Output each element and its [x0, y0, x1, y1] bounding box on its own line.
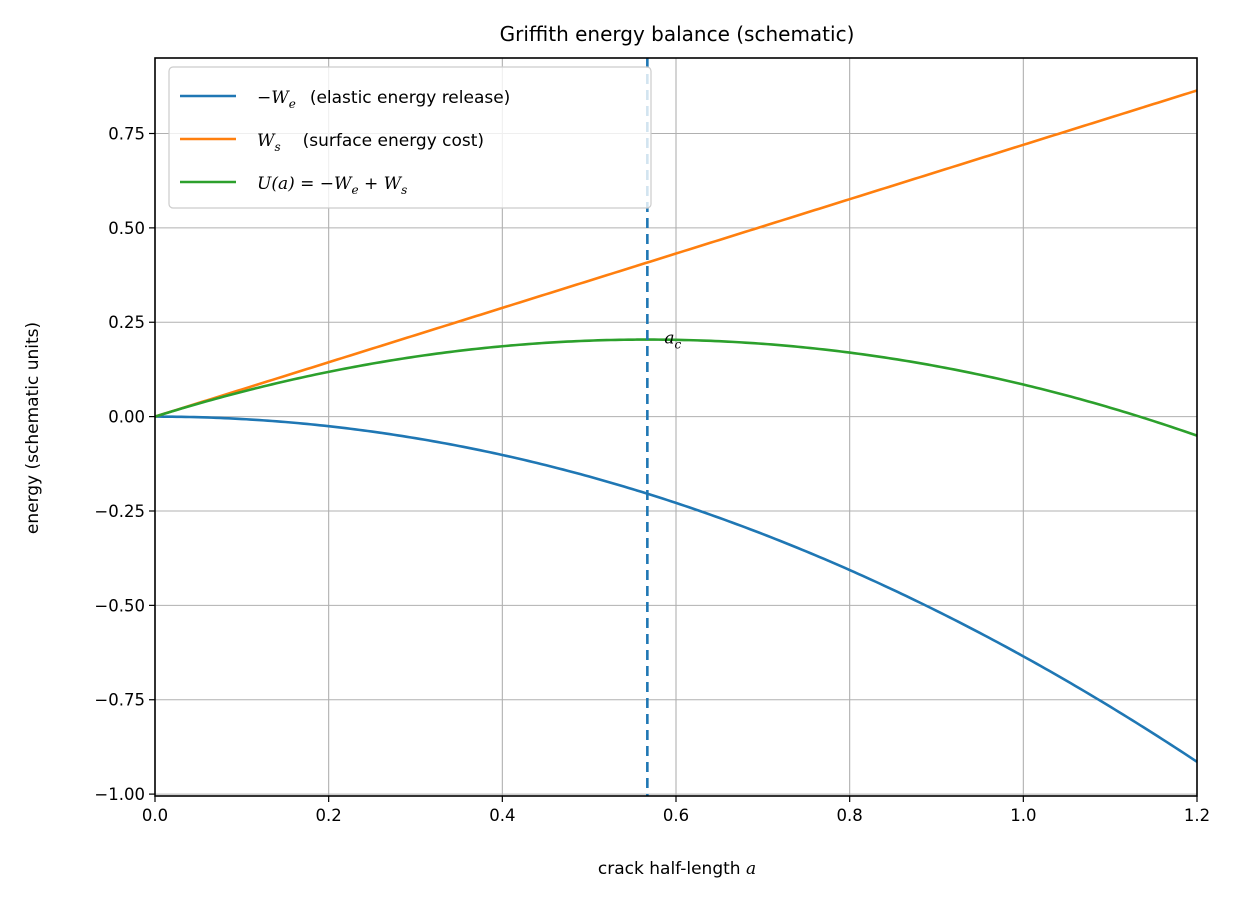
- y-tick-label: −0.75: [94, 691, 145, 710]
- series-line-1: [154, 89, 1198, 418]
- legend-text: (surface energy cost): [303, 131, 484, 151]
- x-axis-label: crack half-length a: [598, 859, 756, 879]
- legend-math: W: [257, 131, 276, 151]
- x-tick-label: 1.2: [1184, 806, 1210, 825]
- legend-entry: U(a) = −We + Ws: [257, 174, 407, 197]
- ticks: 0.0 0.2 0.4 0.6 0.8 1.0 1.2 −1.00 −0.75 −0.50 −0.2…: [94, 124, 1210, 825]
- x-tick-label: 0.0: [142, 806, 168, 825]
- plot-lines: [154, 89, 1198, 763]
- critical-length-marker: ac: [646, 58, 681, 796]
- x-tick-label: 0.4: [489, 806, 515, 825]
- y-axis-label: energy (schematic units): [23, 322, 43, 534]
- legend-text: (elastic energy release): [310, 88, 511, 108]
- grid: [154, 58, 1198, 796]
- series-line-0: [155, 415, 1198, 763]
- y-tick-label: −1.00: [94, 785, 145, 804]
- legend-math-tail: + W: [359, 174, 403, 194]
- y-tick-label: −0.25: [94, 502, 145, 521]
- y-tick-label: −0.50: [94, 596, 145, 615]
- critical-length-label: ac: [664, 329, 681, 352]
- x-tick-label: 0.8: [837, 806, 863, 825]
- legend-math: −W: [257, 88, 290, 108]
- legend-math: U(a) = −W: [257, 174, 353, 194]
- y-tick-label: 0.50: [108, 219, 145, 238]
- legend-sub: e: [352, 183, 359, 197]
- y-tick-label: 0.00: [108, 408, 145, 427]
- legend-sub: s: [401, 183, 407, 197]
- y-tick-label: 0.25: [108, 313, 145, 332]
- x-tick-label: 1.0: [1010, 806, 1036, 825]
- legend-sub: s: [274, 140, 280, 154]
- chart-title: Griffith energy balance (schematic): [500, 22, 855, 46]
- legend-box: [168, 66, 652, 209]
- legend: −We (elastic energy release)Ws (surface en…: [168, 66, 652, 209]
- legend-entry: Ws (surface energy cost): [257, 131, 484, 154]
- critical-length-label-sub: c: [674, 338, 681, 352]
- legend-sub: e: [289, 97, 296, 111]
- x-tick-label: 0.2: [316, 806, 342, 825]
- x-axis-label-var: a: [746, 859, 756, 879]
- x-axis-label-text: crack half-length: [598, 859, 741, 879]
- x-tick-label: 0.6: [663, 806, 689, 825]
- series-line-2: [154, 338, 1198, 437]
- y-tick-label: 0.75: [108, 124, 145, 143]
- legend-entry: −We (elastic energy release): [257, 88, 510, 111]
- critical-length-label-var: a: [664, 329, 674, 349]
